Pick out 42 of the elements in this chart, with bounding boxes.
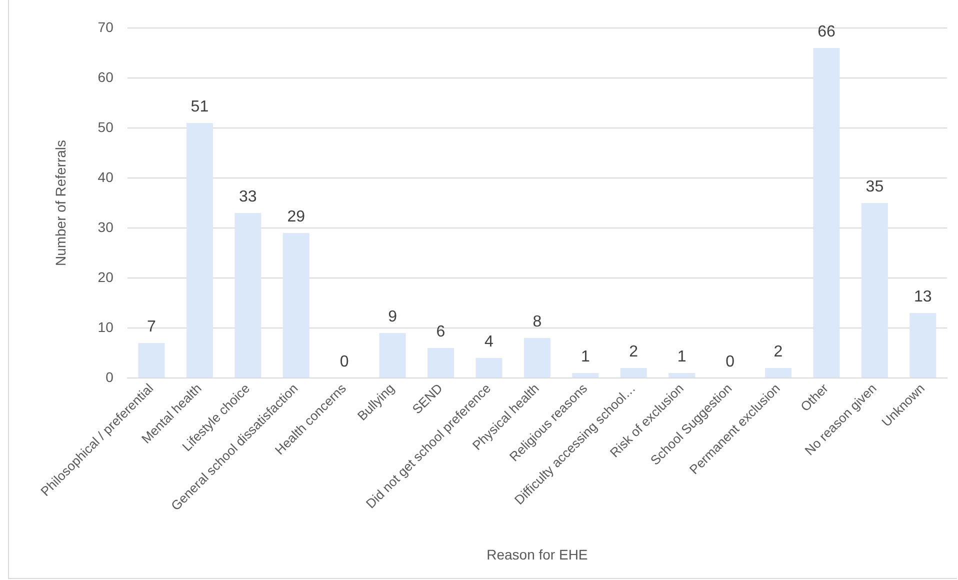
- x-axis-title: Reason for EHE: [486, 546, 588, 562]
- data-label: 9: [388, 308, 398, 326]
- data-label: 1: [677, 348, 686, 366]
- data-label: 29: [287, 208, 306, 226]
- data-label: 4: [484, 333, 494, 350]
- data-label: 33: [239, 188, 257, 206]
- data-label: 0: [340, 353, 349, 370]
- y-tick-label: 60: [98, 68, 114, 85]
- y-axis-title: Number of Referrals: [52, 140, 68, 266]
- bar: [861, 203, 888, 378]
- y-tick-label: 40: [98, 168, 114, 185]
- bar: [572, 373, 599, 378]
- bar: [764, 368, 792, 378]
- y-tick-label: 10: [98, 318, 114, 335]
- bar: [428, 348, 454, 378]
- bar: [620, 368, 647, 378]
- bar: [476, 358, 502, 378]
- bar: [282, 233, 310, 378]
- data-label: 2: [774, 343, 783, 360]
- y-tick-label: 0: [106, 368, 114, 385]
- bar: [524, 338, 550, 378]
- bar: [910, 313, 936, 378]
- bar: [186, 123, 213, 378]
- data-label: 51: [190, 98, 209, 116]
- bar: [813, 48, 840, 378]
- y-tick-label: 20: [98, 268, 114, 285]
- data-label: 6: [436, 323, 446, 340]
- data-label: 2: [629, 343, 638, 360]
- bar: [234, 213, 262, 378]
- data-label: 1: [580, 348, 590, 366]
- data-label: 0: [726, 353, 735, 370]
- y-tick-label: 30: [98, 218, 114, 235]
- data-label: 35: [866, 178, 884, 196]
- y-tick-label: 70: [98, 18, 114, 35]
- bar: [668, 373, 696, 378]
- data-label: 7: [147, 318, 156, 336]
- data-label: 8: [532, 313, 542, 330]
- bar: [138, 343, 165, 378]
- bar: [379, 333, 406, 378]
- data-label: 13: [914, 288, 932, 306]
- data-label: 66: [818, 23, 836, 40]
- y-tick-label: 50: [98, 118, 114, 135]
